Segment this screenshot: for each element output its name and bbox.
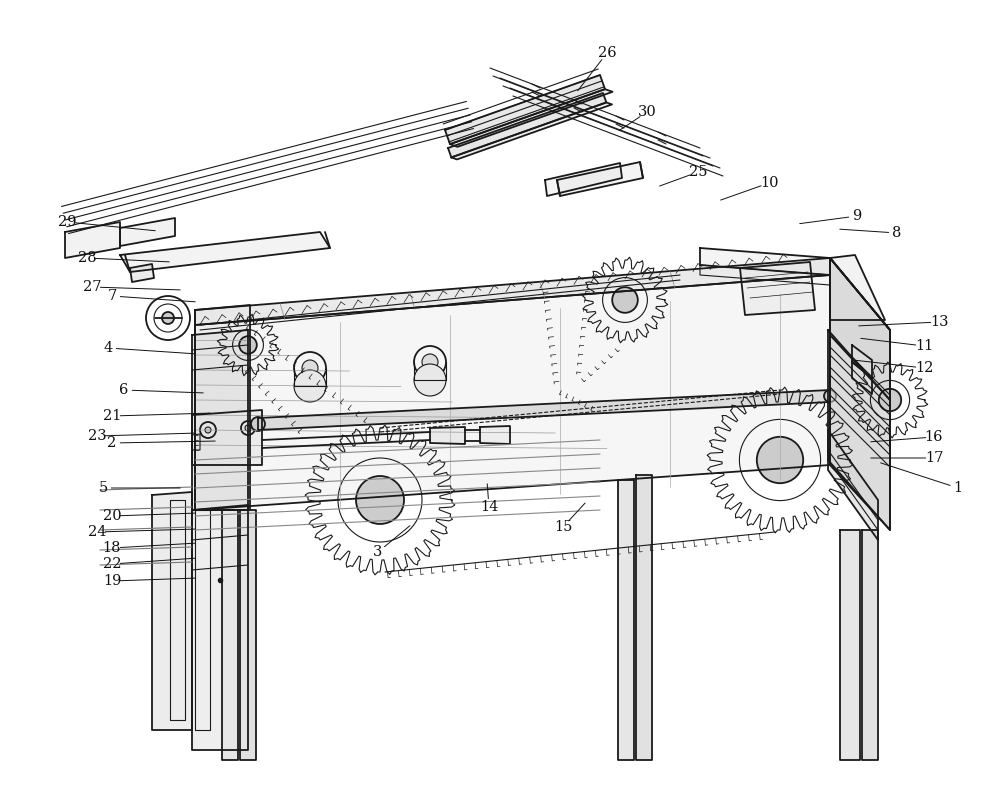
Polygon shape <box>195 258 830 325</box>
Text: 15: 15 <box>554 520 572 534</box>
Polygon shape <box>618 480 634 760</box>
Polygon shape <box>557 162 643 196</box>
Polygon shape <box>445 75 605 144</box>
Polygon shape <box>430 427 465 444</box>
Text: 11: 11 <box>915 339 933 353</box>
Text: 20: 20 <box>103 509 121 523</box>
Polygon shape <box>830 395 890 467</box>
Text: 19: 19 <box>103 574 121 588</box>
Polygon shape <box>120 232 330 272</box>
Text: 29: 29 <box>58 215 76 229</box>
Polygon shape <box>448 93 606 158</box>
Circle shape <box>356 476 404 524</box>
Polygon shape <box>222 510 238 760</box>
Text: 21: 21 <box>103 409 121 423</box>
Text: 16: 16 <box>925 430 943 444</box>
Circle shape <box>612 287 638 313</box>
Polygon shape <box>192 410 262 465</box>
Polygon shape <box>120 218 175 246</box>
Polygon shape <box>192 330 248 510</box>
Polygon shape <box>240 510 256 760</box>
Circle shape <box>245 425 251 431</box>
Text: 28: 28 <box>78 251 96 265</box>
Polygon shape <box>830 255 885 320</box>
Text: 9: 9 <box>852 209 862 223</box>
Polygon shape <box>830 258 890 530</box>
Text: 2: 2 <box>107 436 117 450</box>
Polygon shape <box>830 375 890 447</box>
Text: 6: 6 <box>119 383 129 397</box>
Polygon shape <box>830 335 890 407</box>
Polygon shape <box>450 89 613 147</box>
Text: 1: 1 <box>953 481 963 495</box>
Text: 8: 8 <box>892 226 902 240</box>
Polygon shape <box>830 258 890 530</box>
Circle shape <box>824 390 836 402</box>
Circle shape <box>302 360 318 376</box>
Polygon shape <box>830 258 890 390</box>
Polygon shape <box>545 163 622 196</box>
Text: 7: 7 <box>107 289 117 303</box>
Circle shape <box>414 364 446 396</box>
Polygon shape <box>258 390 830 430</box>
Circle shape <box>422 354 438 370</box>
Text: 18: 18 <box>103 541 121 555</box>
Polygon shape <box>852 345 872 378</box>
Text: 10: 10 <box>760 176 778 190</box>
Circle shape <box>239 336 257 354</box>
Polygon shape <box>700 248 830 275</box>
Polygon shape <box>828 430 878 540</box>
Circle shape <box>879 389 901 411</box>
Text: 13: 13 <box>930 315 948 329</box>
Text: 24: 24 <box>88 525 106 539</box>
Polygon shape <box>192 505 248 750</box>
Polygon shape <box>830 258 890 400</box>
Polygon shape <box>830 355 890 427</box>
Text: 27: 27 <box>83 280 101 294</box>
Polygon shape <box>636 475 652 760</box>
Polygon shape <box>152 492 192 730</box>
Polygon shape <box>480 426 510 444</box>
Text: 30: 30 <box>638 105 656 119</box>
Polygon shape <box>862 530 878 760</box>
Polygon shape <box>65 222 120 258</box>
Circle shape <box>162 312 174 324</box>
Text: 5: 5 <box>98 481 108 495</box>
Text: 3: 3 <box>373 545 383 559</box>
Text: 12: 12 <box>915 361 933 375</box>
Text: 14: 14 <box>480 500 498 514</box>
Polygon shape <box>130 264 154 282</box>
Text: 23: 23 <box>88 429 106 443</box>
Text: 4: 4 <box>103 341 113 355</box>
Text: 25: 25 <box>689 165 707 179</box>
Polygon shape <box>195 275 830 510</box>
Text: 17: 17 <box>925 451 943 465</box>
Circle shape <box>757 437 803 483</box>
Polygon shape <box>852 362 872 394</box>
Polygon shape <box>828 330 890 530</box>
Circle shape <box>294 370 326 402</box>
Polygon shape <box>195 305 250 510</box>
Text: 22: 22 <box>103 557 121 571</box>
Polygon shape <box>840 530 860 760</box>
Text: 26: 26 <box>598 46 616 60</box>
Polygon shape <box>451 103 612 159</box>
Circle shape <box>205 427 211 433</box>
Polygon shape <box>740 262 815 315</box>
Circle shape <box>251 417 265 431</box>
